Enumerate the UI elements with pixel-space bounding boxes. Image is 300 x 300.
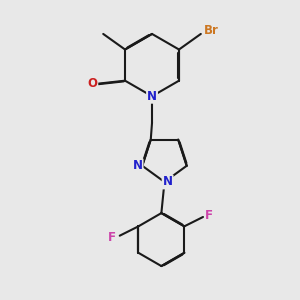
- Text: Br: Br: [204, 24, 219, 37]
- Text: F: F: [108, 231, 116, 244]
- Text: O: O: [87, 77, 97, 90]
- Text: N: N: [163, 176, 172, 188]
- Text: N: N: [147, 90, 157, 103]
- Text: F: F: [205, 209, 213, 222]
- Text: N: N: [133, 159, 142, 172]
